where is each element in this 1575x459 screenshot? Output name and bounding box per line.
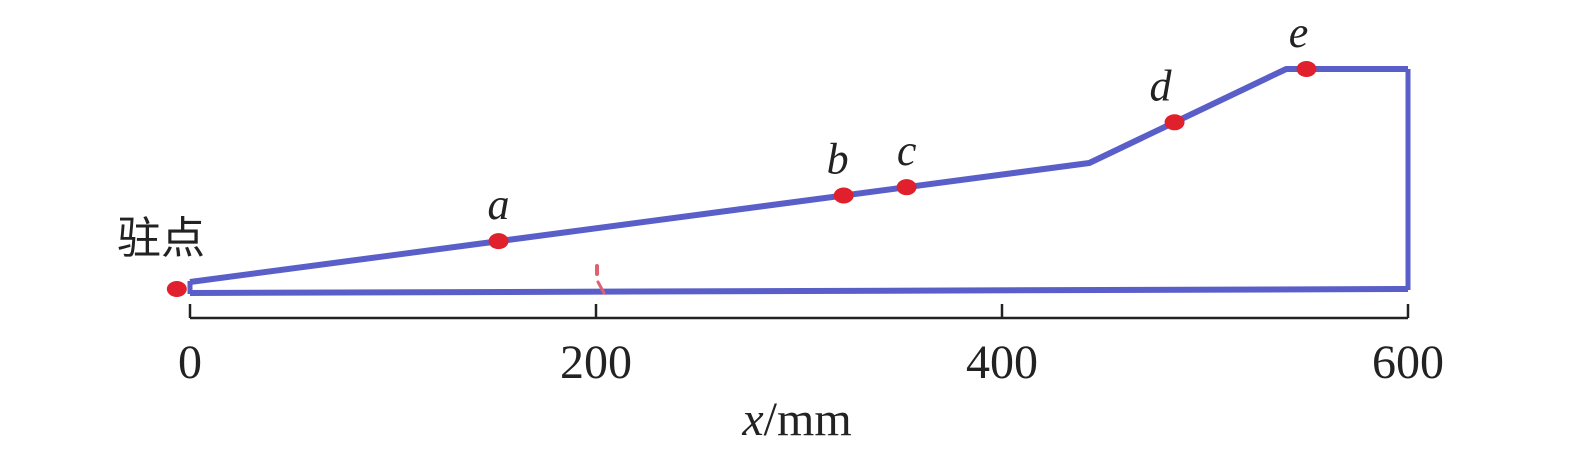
point-e-marker [1296,61,1317,77]
profile-outline-group [187,66,1411,296]
point-b-label: b [827,135,849,184]
point-b-marker [833,187,854,204]
x-axis-tick-label: 200 [560,336,632,389]
point-c-marker [896,179,917,196]
point-e-label: e [1289,8,1309,57]
point-d-marker [1164,114,1185,131]
stagnation-point-marker [166,281,187,297]
x-axis-unit: /mm [764,393,852,446]
probe-mark-tail [596,280,606,295]
x-axis-tick-label: 400 [966,336,1038,389]
x-axis-tick-label: 600 [1372,336,1444,389]
x-axis-title: x/mm [741,393,851,446]
baseline [189,286,1409,296]
point-a-marker [488,233,509,250]
x-axis-tick-label: 0 [178,336,202,389]
point-c-label: c [897,126,917,175]
point-a-label: a [488,180,510,229]
x-axis: 0 200 400 600 [178,304,1444,389]
x-axis-variable: x [741,393,763,446]
upper-contour-line [189,66,1408,285]
stagnation-point-label: 驻点 [117,213,205,264]
measurement-points: a b c d e [166,8,1317,297]
point-d-label: d [1150,61,1173,110]
